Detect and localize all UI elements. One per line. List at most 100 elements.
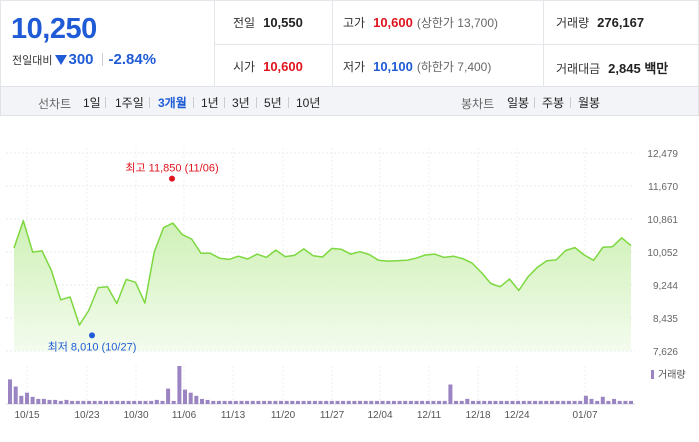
volume-bar: [98, 400, 103, 404]
low-value: 10,100: [373, 59, 413, 74]
volume-bar: [183, 389, 187, 404]
volume-bar: [307, 400, 312, 404]
candle-monthly[interactable]: 월봉: [578, 96, 601, 110]
prev-close-value: 10,550: [263, 15, 303, 30]
volume-bar: [380, 400, 385, 404]
volume-bar: [211, 400, 216, 404]
volume-bar: [324, 400, 329, 404]
high-stat: 고가 10,600 (상한가 13,700): [343, 14, 498, 31]
divider: [224, 97, 225, 108]
x-tick-label: 11/20: [271, 410, 296, 421]
volume-value: 276,167: [597, 15, 645, 30]
prev-close-label: 전일: [233, 16, 256, 30]
volume-bar: [589, 398, 594, 404]
volume-bar: [352, 400, 357, 404]
volume-bar: [295, 400, 300, 404]
volume-bar: [510, 400, 515, 404]
low-stat: 저가 10,100 (하한가 7,400): [343, 58, 491, 75]
period-1y[interactable]: 1년: [201, 96, 219, 110]
period-1d[interactable]: 1일: [83, 96, 101, 110]
volume-bar: [476, 400, 481, 404]
candle-daily[interactable]: 일봉: [507, 96, 530, 110]
volume-bar: [341, 400, 346, 404]
x-tick-label: 10/23: [74, 410, 99, 421]
volume-bar: [442, 400, 447, 404]
volume-bar: [550, 400, 554, 404]
x-tick-label: 10/15: [14, 410, 39, 421]
volume-bar: [13, 386, 18, 404]
divider: [193, 97, 194, 108]
volume-bar: [166, 388, 171, 404]
volume-bar: [408, 400, 413, 404]
divider: [256, 97, 257, 108]
volume-bar: [290, 400, 295, 404]
volume-bar: [262, 400, 267, 404]
volume-legend-label: 거래량: [658, 369, 686, 381]
price-chart[interactable]: 12,479 11,670 10,861 10,052 9,244 8,435 7,626 1…: [0, 116, 699, 442]
volume-bar: [200, 398, 204, 404]
volume-bar: [482, 400, 487, 404]
period-5y[interactable]: 5년: [264, 96, 282, 110]
open-label: 시가: [233, 60, 256, 74]
volume-bar: [70, 400, 75, 404]
volume-bar: [30, 396, 35, 404]
y-tick-label: 8,435: [653, 314, 678, 325]
low-label: 저가: [343, 60, 366, 74]
x-tick-label: 01/07: [572, 410, 597, 421]
price-change-row: 전일대비 300 -2.84%: [12, 51, 156, 68]
volume-bar: [375, 400, 379, 404]
volume-legend-swatch: [651, 370, 654, 379]
volume-bar: [544, 400, 549, 404]
volume-bar: [572, 400, 577, 404]
volume-bar: [369, 400, 374, 404]
period-selector-bar: 선차트 1일 1주일 3개월 1년 3년 5년 10년 봉차트 일봉 주봉 월봉: [0, 86, 699, 116]
high-label: 고가: [343, 16, 366, 30]
volume-bar: [504, 400, 509, 404]
volume-bar: [329, 400, 334, 404]
period-3m[interactable]: 3개월: [158, 96, 187, 110]
lower-limit: (하한가 7,400): [416, 60, 492, 74]
x-tick-label: 12/24: [504, 410, 529, 421]
volume-bar: [256, 400, 261, 404]
volume-bar: [583, 395, 588, 404]
y-tick-label: 10,052: [647, 248, 678, 259]
low-annotation: 최저 8,010 (10/27): [48, 340, 137, 353]
x-tick-label: 11/13: [221, 410, 246, 421]
volume-bar: [358, 400, 362, 404]
volume-bar: [25, 392, 29, 404]
x-tick-label: 11/06: [172, 410, 197, 421]
volume-bar: [448, 384, 453, 404]
volume-bar: [521, 400, 526, 404]
upper-limit: (상한가 13,700): [416, 16, 499, 30]
candle-weekly[interactable]: 주봉: [542, 96, 565, 110]
period-1w[interactable]: 1주일: [115, 96, 144, 110]
volume-bar: [228, 400, 233, 404]
high-value: 10,600: [373, 15, 413, 30]
trade-value-label: 거래대금: [556, 62, 601, 76]
volume-bar: [205, 399, 210, 404]
y-tick-label: 12,479: [647, 149, 678, 160]
divider: [288, 97, 289, 108]
volume-bar: [160, 400, 165, 404]
volume-bar: [64, 399, 69, 404]
y-tick-label: 10,861: [647, 215, 678, 226]
period-10y[interactable]: 10년: [296, 96, 321, 110]
period-3y[interactable]: 3년: [232, 96, 250, 110]
volume-bar: [487, 400, 492, 404]
volume-bar: [335, 400, 340, 404]
volume-bar: [363, 400, 368, 404]
volume-bar: [143, 400, 148, 404]
volume-bar: [425, 400, 430, 404]
volume-bar: [318, 400, 323, 404]
price-area: [14, 220, 631, 351]
volume-bar: [36, 398, 41, 404]
divider: [215, 44, 699, 45]
volume-bar: [397, 400, 402, 404]
volume-bar: [8, 379, 12, 404]
volume-bar: [120, 400, 125, 404]
volume-bar: [115, 400, 120, 404]
volume-bar: [216, 400, 221, 404]
volume-bar: [595, 400, 600, 404]
price-chart-svg[interactable]: 12,479 11,670 10,861 10,052 9,244 8,435 7,626 1…: [0, 116, 699, 442]
volume-bar: [312, 400, 317, 404]
